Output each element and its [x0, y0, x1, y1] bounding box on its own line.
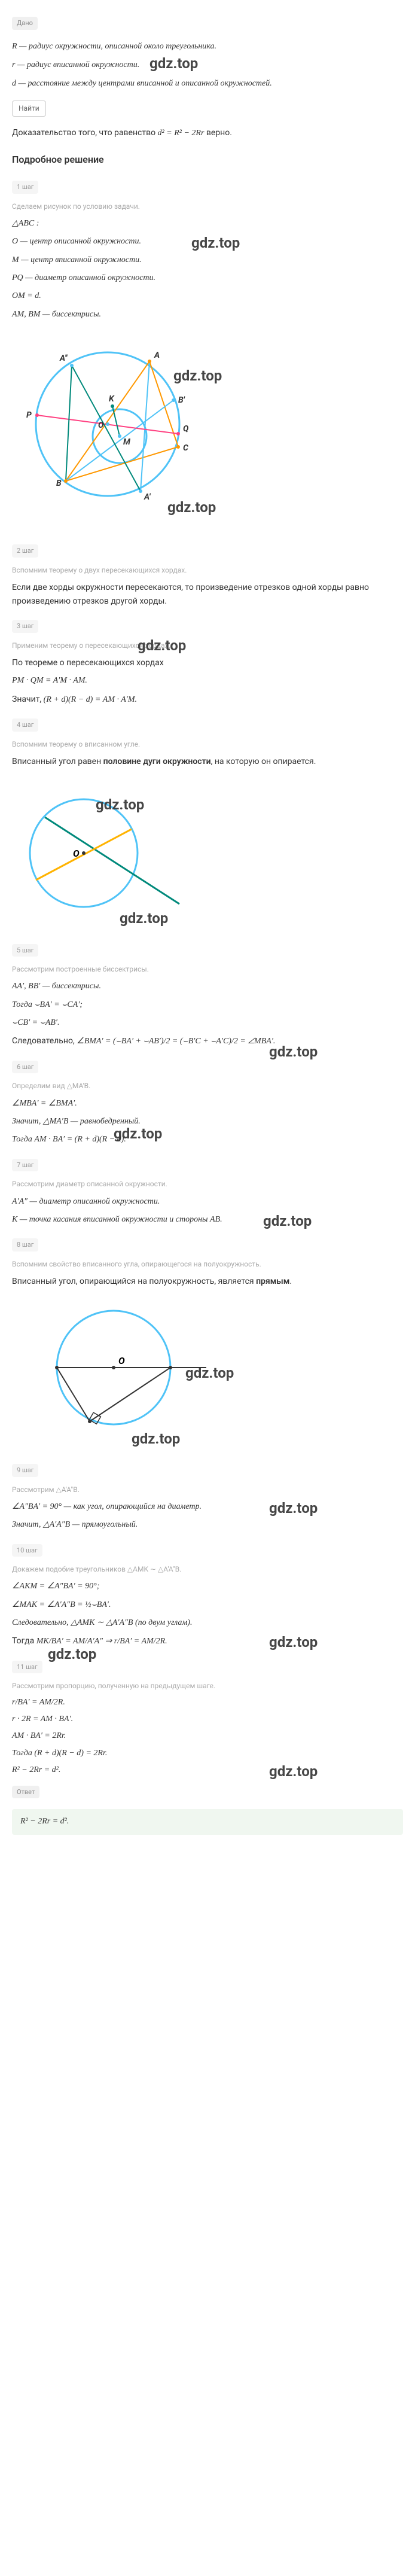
s4-text: Вписанный угол равен половине дуги окруж…	[12, 755, 403, 768]
answer-formula: R² − 2Rr = d².	[20, 1817, 69, 1826]
s11-f2: r · 2R = AM · BA′.	[12, 1713, 403, 1726]
svg-text:C: C	[183, 443, 188, 453]
step-9-label: 9 шаг	[12, 1464, 38, 1477]
solution-heading: Подробное решение	[12, 152, 403, 168]
step-1-label: 1 шаг	[12, 181, 38, 194]
svg-text:B: B	[56, 479, 62, 488]
s1-l0: △ABC :	[12, 217, 403, 230]
step-10-label: 10 шаг	[12, 1544, 42, 1557]
answer-label: Ответ	[12, 1786, 39, 1799]
s6-l3: Тогда AM · BA′ = (R + d)(R − d).	[12, 1133, 403, 1146]
svg-text:A': A'	[144, 492, 151, 502]
step-9-hint: Рассмотрим △A′A″B.	[12, 1484, 403, 1496]
svg-text:O: O	[73, 848, 80, 859]
s11-f3: AM · BA′ = 2Rr.	[12, 1729, 403, 1743]
s6-l2: Значит, △MA′B — равнобедренный.	[12, 1115, 403, 1128]
s11-f4: Тогда (R + d)(R − d) = 2Rr.	[12, 1747, 403, 1760]
step-10-hint: Докажем подобие треугольников △AMK ∼ △A′…	[12, 1564, 403, 1575]
given-R: R — радиус окружности, описанной около т…	[12, 39, 403, 53]
s10-l3: Следовательно, △AMK ∼ △A′A″B (по двум уг…	[12, 1616, 403, 1630]
answer-box: R² − 2Rr = d².	[12, 1809, 403, 1834]
s3-l2: Значит, (R + d)(R − d) = AM · A′M.	[12, 693, 403, 707]
step-7-label: 7 шаг	[12, 1159, 38, 1172]
s1-l2: M — центр вписанной окружности.	[12, 254, 403, 267]
given-r: r — радиус вписанной окружности.	[12, 58, 403, 72]
svg-text:M: M	[123, 437, 131, 447]
step-6-hint: Определим вид △MA′B.	[12, 1080, 403, 1092]
s7-l2: K — точка касания вписанной окружности и…	[12, 1213, 403, 1226]
step-2-label: 2 шаг	[12, 544, 38, 558]
s10-l1: ∠AKM = ∠A″BA′ = 90°;	[12, 1580, 403, 1593]
step-3-label: 3 шаг	[12, 620, 38, 633]
s3-f1: PM · QM = A′M · AM.	[12, 674, 403, 687]
s1-l4: OM = d.	[12, 290, 403, 303]
step-7-hint: Рассмотрим диаметр описанной окружности.	[12, 1179, 403, 1190]
s5-l1: AA′, BB′ — биссектрисы.	[12, 980, 403, 993]
step-1-hint: Сделаем рисунок по условию задачи.	[12, 201, 403, 212]
svg-text:A'': A''	[59, 354, 68, 363]
s5-l4: Следовательно, ∠BMA′ = (⌣BA′ + ⌣AB′)/2 =…	[12, 1034, 403, 1048]
s1-l5: AM, BM — биссектрисы.	[12, 308, 403, 321]
svg-text:Q: Q	[183, 424, 189, 434]
step-6-label: 6 шаг	[12, 1061, 38, 1074]
diagram-1: AA''B'PBA'CQOMK gdz.top gdz.top	[12, 328, 403, 530]
step-11-label: 11 шаг	[12, 1661, 42, 1674]
diagram-3: O gdz.top gdz.top	[12, 1296, 403, 1450]
s10-l4: Тогда MK/BA′ = AM/A′A″ ⇒ r/BA′ = AM/2R.	[12, 1634, 403, 1648]
s5-l2: Тогда ⌣BA′ = ⌣CA′;	[12, 998, 403, 1012]
s1-l1: O — центр описанной окружности.	[12, 235, 403, 248]
step-8-hint: Вспомним свойство вписанного угла, опира…	[12, 1259, 403, 1270]
step-4-label: 4 шаг	[12, 718, 38, 732]
s10-l2: ∠MAK = ∠A′A″B = ½⌣BA′.	[12, 1598, 403, 1612]
find-button[interactable]: Найти	[12, 101, 46, 117]
svg-text:A: A	[154, 351, 160, 360]
diagram-2: O gdz.top gdz.top	[12, 775, 403, 929]
s11-f5: R² − 2Rr = d².	[12, 1764, 403, 1777]
s6-l1: ∠MBA′ = ∠BMA′.	[12, 1097, 403, 1110]
s11-f1: r/BA′ = AM/2R.	[12, 1696, 403, 1709]
step-2-hint: Вспомним теорему о двух пересекающихся х…	[12, 565, 403, 576]
s1-l3: PQ — диаметр описанной окружности.	[12, 272, 403, 285]
step-11-hint: Рассмотрим пропорцию, полученную на пред…	[12, 1680, 403, 1692]
svg-text:B': B'	[178, 395, 185, 405]
s9-l2: Значит, △A′A″B — прямоугольный.	[12, 1518, 403, 1531]
step-3-hint: Применим теорему о пересекающихся хордах…	[12, 640, 403, 651]
step-4-hint: Вспомним теорему о вписанном угле.	[12, 739, 403, 750]
step-8-label: 8 шаг	[12, 1238, 38, 1252]
svg-text:K: K	[109, 394, 115, 404]
s9-l1: ∠A″BA′ = 90° — как угол, опирающийся на …	[12, 1500, 403, 1514]
s8-text: Вписанный угол, опирающийся на полуокруж…	[12, 1275, 403, 1288]
s2-text: Если две хорды окружности пересекаются, …	[12, 581, 403, 608]
find-statement: Доказательство того, что равенство d² = …	[12, 126, 403, 140]
given-label: Дано	[12, 17, 38, 30]
given-d: d — расстояние между центрами вписанной …	[12, 77, 403, 90]
svg-text:O: O	[98, 421, 104, 430]
s3-l1: По теореме о пересекающихся хордах	[12, 656, 403, 669]
svg-text:P: P	[26, 410, 32, 420]
step-5-label: 5 шаг	[12, 944, 38, 957]
step-5-hint: Рассмотрим построенные биссектрисы.	[12, 964, 403, 975]
s7-l1: A′A″ — диаметр описанной окружности.	[12, 1195, 403, 1208]
svg-text:O: O	[118, 1355, 125, 1366]
s5-l3: ⌣CB′ = ⌣AB′.	[12, 1016, 403, 1030]
